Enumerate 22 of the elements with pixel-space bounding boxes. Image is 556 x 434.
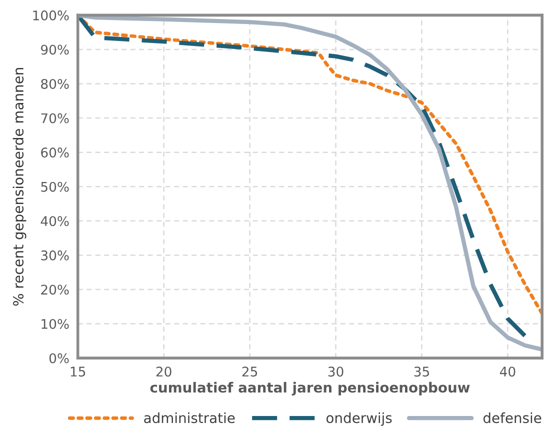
x-tick-label: 35 xyxy=(414,366,429,377)
y-tick-label: 50% xyxy=(41,182,69,192)
x-tick-label: 20 xyxy=(156,366,172,377)
y-tick-label: 80% xyxy=(41,78,69,89)
y-tick-label: 60% xyxy=(41,148,69,158)
y-tick-label: 0% xyxy=(49,353,69,364)
legend-label: onderwijs xyxy=(326,412,392,426)
x-tick-label: 40 xyxy=(500,366,516,377)
y-tick-label: 70% xyxy=(41,113,69,124)
y-tick-label: 20% xyxy=(41,284,69,295)
legend-label: defensie xyxy=(483,412,542,424)
y-axis-title: % recent gepensioneerde mannen xyxy=(12,68,26,306)
x-tick-label: 30 xyxy=(328,366,344,377)
y-tick-label: 10% xyxy=(42,318,69,329)
y-tick-label: 100% xyxy=(33,10,69,20)
legend-label: administratie xyxy=(144,412,235,424)
y-tick-label: 40% xyxy=(40,216,69,226)
y-tick-label: 90% xyxy=(41,44,69,55)
x-tick-label: 15 xyxy=(70,366,86,377)
x-tick-label: 25 xyxy=(242,366,258,377)
x-axis-title: cumulatief aantal jaren pensioenopbouw xyxy=(150,382,470,396)
y-tick-label: 30% xyxy=(41,250,69,260)
